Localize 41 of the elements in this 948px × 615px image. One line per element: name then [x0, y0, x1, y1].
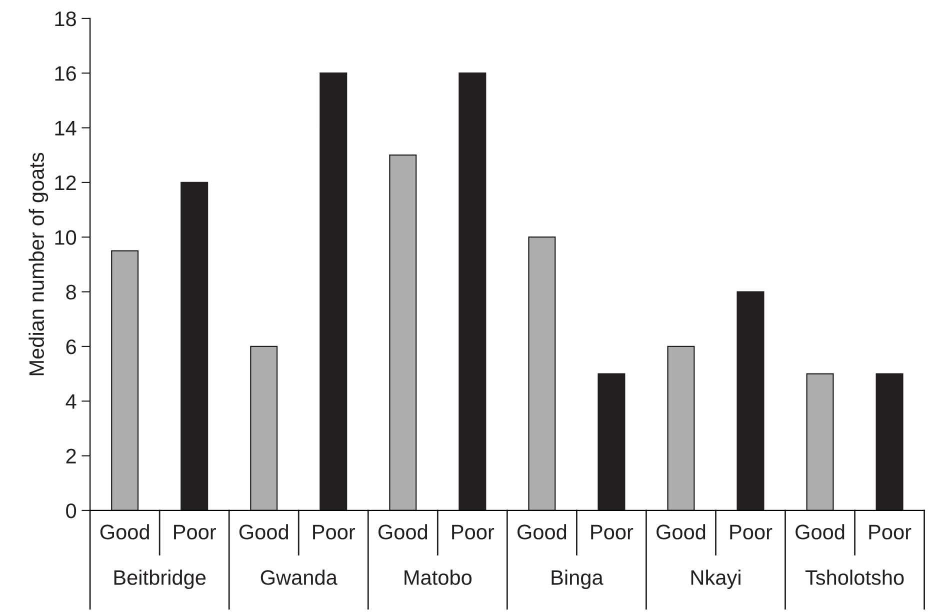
y-tick-label: 6 [66, 339, 76, 354]
bar [320, 72, 348, 510]
bar [806, 373, 834, 510]
bar [736, 291, 764, 510]
text: Tsholotsho [805, 570, 904, 585]
x-tick-label: Good [100, 524, 149, 540]
bar [180, 182, 208, 510]
x-tick-label: Poor [452, 524, 494, 540]
bar [528, 236, 556, 510]
text: Binga [552, 570, 604, 590]
y-tick-label: 16 [55, 66, 76, 81]
y-tick-label: 12 [55, 175, 76, 190]
bar [598, 373, 626, 510]
bar [389, 154, 417, 510]
x-tick-label: Poor [313, 524, 356, 540]
y-tick-label: 10 [55, 230, 76, 245]
bar [876, 373, 904, 510]
x-tick-label: Poor [591, 524, 634, 540]
bar [458, 72, 486, 510]
x-tick-label: Good [378, 524, 428, 540]
x-tick-label: Poor [869, 524, 912, 540]
text: Gwanda [260, 570, 338, 585]
y-tick-label: 18 [55, 11, 76, 26]
y-tick-label: 4 [66, 394, 76, 409]
x-tick-label: Good [518, 524, 566, 540]
y-tick-label: 14 [55, 121, 76, 136]
y-axis-title: Median number of goats [28, 152, 48, 376]
y-tick-label: 8 [66, 284, 76, 300]
text: Nkayi [691, 570, 740, 590]
text: Matobo [404, 570, 472, 585]
x-tick-label: Good [239, 524, 288, 540]
x-tick-label: Good [796, 524, 844, 540]
text: Beitbridge [114, 570, 206, 590]
y-tick-label: 0 [66, 503, 76, 518]
bar [250, 346, 278, 510]
x-tick-label: Poor [730, 524, 772, 540]
x-tick-label: Good [656, 524, 706, 540]
x-tick-label: Poor [174, 524, 216, 540]
y-tick-label: 2 [66, 448, 76, 464]
bar [111, 250, 139, 510]
bar [667, 346, 695, 510]
